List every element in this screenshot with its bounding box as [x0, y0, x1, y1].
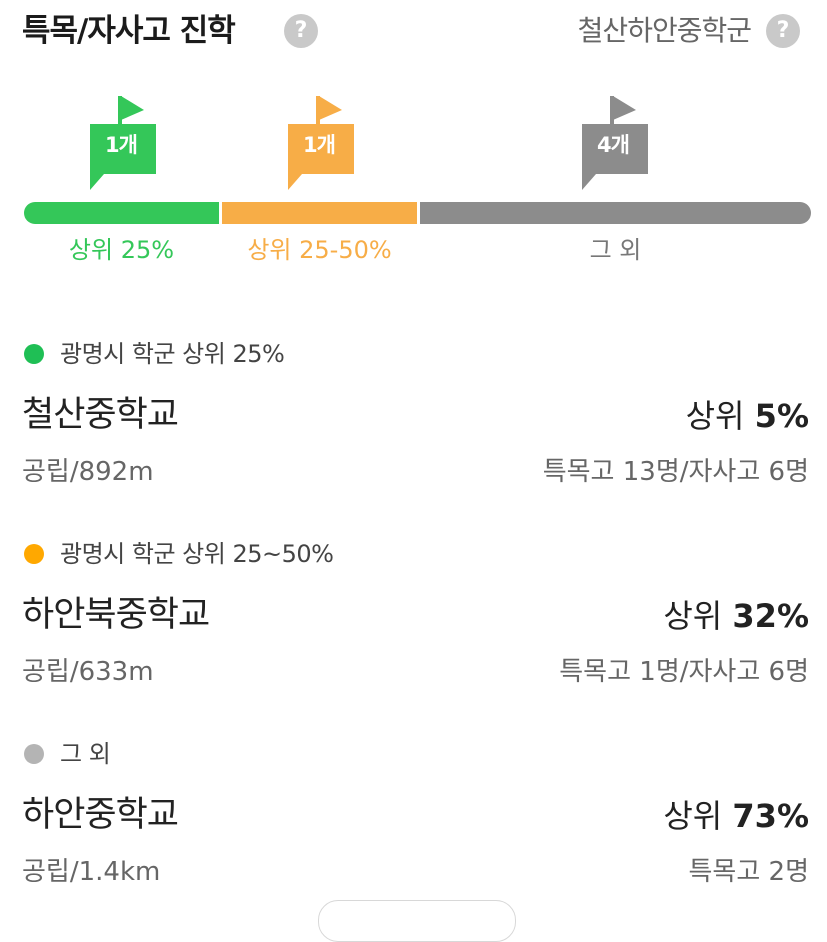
rank-value: 32%: [732, 597, 809, 635]
school-stats: 특목고 2명: [688, 857, 810, 887]
district-help-icon[interactable]: ?: [766, 14, 800, 48]
school-meta: 공립/633m: [22, 657, 154, 687]
school-stats: 특목고 1명/자사고 6명: [559, 657, 809, 687]
more-button[interactable]: [318, 900, 516, 942]
segment-label-others: 그 외: [589, 236, 642, 264]
category-label-top50: 광명시 학군 상위 25~50%: [60, 540, 334, 568]
bar-segment-top25: [24, 202, 219, 224]
school-name[interactable]: 하안북중학교: [22, 595, 210, 635]
school-stats: 특목고 13명/자사고 6명: [542, 457, 809, 487]
flag-count-top50: 1개: [303, 133, 336, 157]
bar-segment-others: [420, 202, 811, 224]
school-district-name: 철산하안중학군: [577, 14, 752, 47]
flag-marker-top25: 1개: [90, 96, 160, 200]
rank-value: 5%: [754, 397, 809, 435]
segment-label-top50: 상위 25-50%: [247, 236, 392, 264]
category-dot-green: [24, 344, 44, 364]
section-title: 특목/자사고 진학: [22, 13, 236, 49]
school-rank: 상위 32%: [663, 594, 809, 638]
rank-prefix: 상위: [663, 597, 733, 635]
school-meta: 공립/892m: [22, 457, 154, 487]
title-help-icon[interactable]: ?: [284, 14, 318, 48]
bar-segment-top50: [222, 202, 417, 224]
rank-prefix: 상위: [685, 397, 755, 435]
category-dot-orange: [24, 544, 44, 564]
category-label-top25: 광명시 학군 상위 25%: [60, 340, 285, 368]
flag-icon: [288, 96, 354, 190]
flag-icon: [582, 96, 648, 190]
flag-count-top25: 1개: [105, 133, 138, 157]
segment-label-top25: 상위 25%: [68, 236, 175, 264]
category-dot-gray: [24, 744, 44, 764]
school-meta: 공립/1.4km: [22, 857, 161, 887]
school-rank: 상위 5%: [686, 394, 809, 438]
flag-marker-others: 4개: [582, 96, 652, 200]
school-name[interactable]: 하안중학교: [22, 795, 179, 835]
rank-prefix: 상위: [663, 797, 733, 835]
flag-icon: [90, 96, 156, 190]
flag-marker-top50: 1개: [288, 96, 358, 200]
school-rank: 상위 73%: [663, 794, 809, 838]
rank-value: 73%: [732, 797, 809, 835]
category-label-others: 그 외: [60, 740, 111, 768]
school-name[interactable]: 철산중학교: [22, 395, 179, 435]
flag-count-others: 4개: [597, 133, 630, 157]
